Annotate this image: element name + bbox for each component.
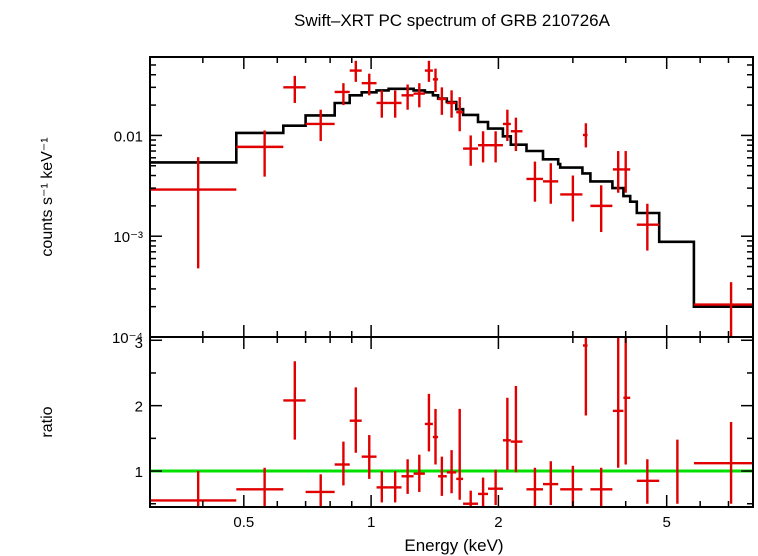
chart-title: Swift–XRT PC spectrum of GRB 210726A (294, 11, 611, 30)
ratio-point (502, 397, 511, 470)
ratio-ylabel: ratio (39, 406, 56, 437)
spectrum-panel: 0.01 10⁻³ 10⁻⁴ counts s⁻¹ keV⁻¹ (39, 56, 754, 347)
spectrum-point (283, 75, 306, 103)
spectrum-ylabel: counts s⁻¹ keV⁻¹ (39, 137, 56, 256)
y-tick-label: 3 (135, 335, 143, 352)
x-axis-label: Energy (keV) (404, 536, 503, 555)
y-tick-label: 0.01 (114, 128, 143, 145)
ratio-point (582, 337, 588, 416)
ratio-point (424, 393, 433, 452)
spectrum-point (502, 109, 511, 142)
spectrum-point (361, 73, 377, 96)
ratio-point (236, 467, 284, 507)
spectrum-data-points (150, 60, 753, 337)
spectrum-point (438, 87, 447, 115)
ratio-point (560, 465, 583, 507)
ratio-panel: 0.5 1 2 5 1 2 3 ratio Energy (keV) (39, 335, 754, 555)
ratio-point (636, 459, 660, 504)
ratio-point (456, 408, 464, 500)
ratio-point (361, 435, 377, 479)
ratio-point (526, 467, 544, 507)
model-step-path (150, 87, 753, 308)
ratio-point (432, 408, 439, 465)
spectrum-point (488, 131, 503, 163)
ratio-point (693, 422, 753, 504)
spectrum-point (463, 135, 479, 166)
ratio-point (283, 361, 306, 440)
spectrum-point (543, 163, 559, 204)
ratio-point (401, 459, 414, 494)
y-tick-label: 10⁻³ (113, 229, 143, 246)
ratio-point (446, 450, 457, 494)
ratio-data-points (150, 337, 753, 507)
spectrum-point (349, 60, 362, 82)
spectrum-point (236, 130, 284, 177)
ratio-point (623, 337, 631, 465)
spectrum-point (590, 185, 613, 233)
spectrum-point (478, 131, 489, 163)
ratio-point (388, 471, 402, 503)
y-tick-label: 10⁻⁴ (112, 330, 143, 347)
ratio-point (510, 386, 523, 473)
ratio-point (413, 454, 425, 492)
ratio-panel-frame (149, 336, 754, 508)
spectrum-point (510, 117, 523, 152)
spectrum-point (623, 151, 631, 193)
y-tick-label: 1 (135, 464, 143, 481)
spectrum-point (612, 151, 624, 193)
ratio-point (612, 337, 624, 468)
spectrum-point (693, 282, 753, 337)
spectrum-point (560, 175, 583, 222)
ratio-point (488, 469, 503, 506)
spectrum-point (446, 90, 457, 118)
spectrum-point (636, 203, 660, 251)
ratio-point (676, 439, 679, 504)
spectrum-point (401, 84, 414, 110)
spectrum-point (582, 123, 588, 148)
spectrum-point (424, 60, 433, 82)
x-tick-label: 0.5 (233, 514, 254, 531)
spectrum-point (376, 90, 389, 118)
spectrum-point (526, 161, 544, 202)
ratio-point (438, 456, 447, 496)
ratio-point (150, 471, 237, 507)
spectrum-point (150, 157, 237, 269)
ratio-point (376, 471, 389, 503)
x-tick-label: 1 (367, 514, 375, 531)
spectrum-point (456, 97, 464, 132)
ratio-point (543, 461, 559, 506)
ratio-point (334, 441, 350, 486)
y-tick-label: 2 (135, 399, 143, 416)
spectrum-point (432, 68, 439, 92)
spectrum-axis-ticks: 0.01 10⁻³ 10⁻⁴ (112, 57, 754, 347)
ratio-point (590, 467, 613, 507)
ratio-point (478, 477, 489, 507)
ratio-point (463, 490, 479, 507)
ratio-point (349, 387, 362, 453)
spectrum-model-line (150, 87, 753, 308)
ratio-point (305, 474, 335, 507)
x-tick-label: 5 (663, 514, 671, 531)
spectrum-point (334, 83, 350, 106)
spectrum-point (388, 90, 402, 118)
x-tick-label: 2 (494, 514, 502, 531)
ratio-axis-ticks: 0.5 1 2 5 1 2 3 (135, 335, 754, 531)
spectrum-point (305, 109, 335, 142)
spectrum-point (413, 83, 425, 108)
